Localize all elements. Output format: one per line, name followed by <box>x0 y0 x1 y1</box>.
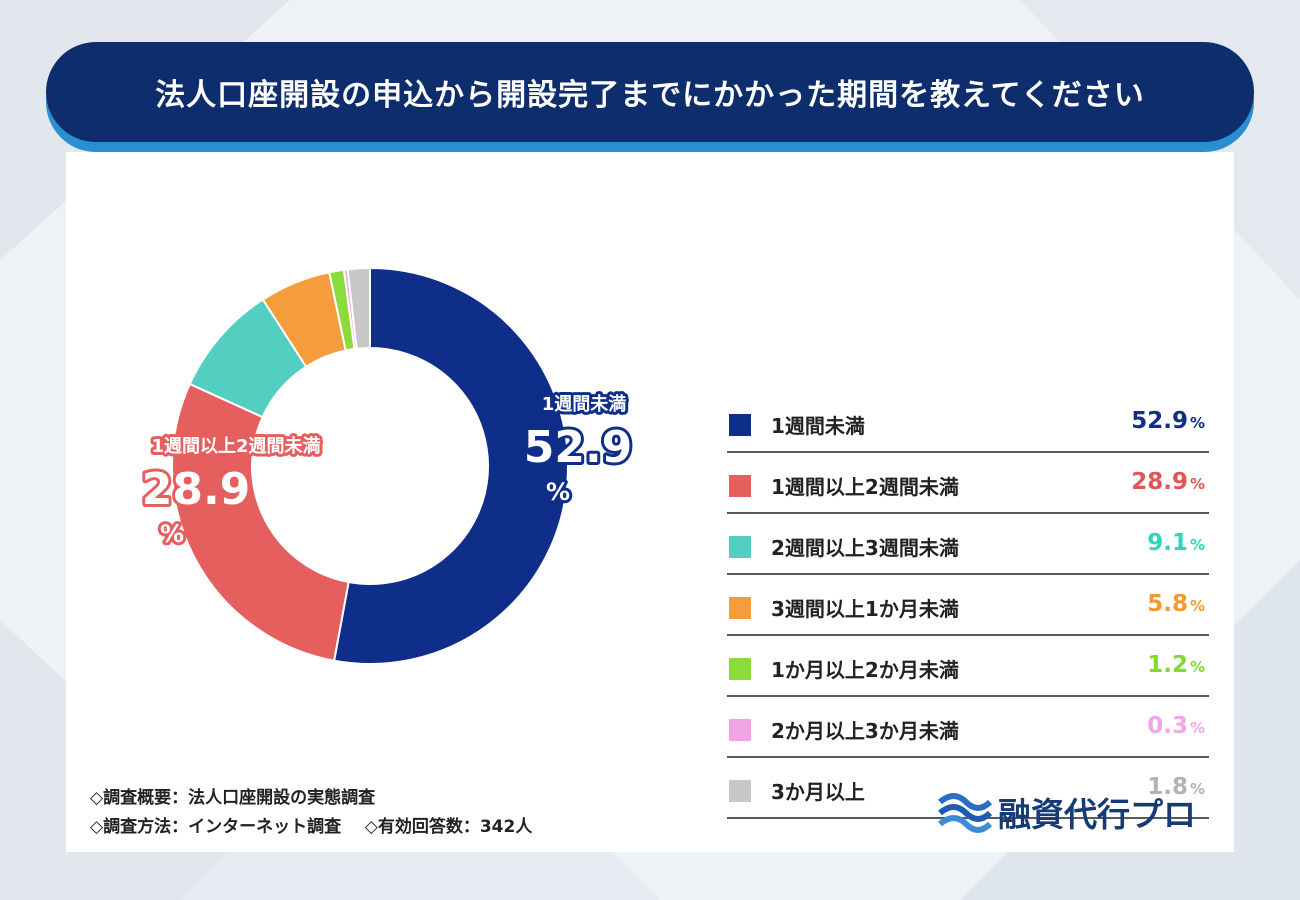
legend-label: 1週間未満 <box>771 414 865 438</box>
legend-swatch <box>729 780 751 802</box>
slice-value-2: 28.9 <box>142 464 251 515</box>
slice-unit-2: % <box>160 520 184 548</box>
legend-label: 1週間以上2週間未満 <box>771 475 959 499</box>
legend-value: 5.8% <box>1147 591 1205 617</box>
survey-method-note: ◇調査方法：インターネット調査 <box>90 817 342 837</box>
legend-row: 2週間以上3週間未満 9.1% <box>727 514 1209 575</box>
legend-label: 3週間以上1か月未満 <box>771 597 959 621</box>
donut-slice-1 <box>332 266 569 665</box>
legend-label: 3か月以上 <box>771 780 865 804</box>
legend-swatch <box>729 536 751 558</box>
legend-value: 0.3% <box>1147 713 1205 739</box>
legend-value-number: 1.2 <box>1147 652 1188 678</box>
legend-label: 1か月以上2か月未満 <box>771 658 959 682</box>
brand-name: 融資代行プロ <box>998 795 1196 834</box>
slice-value-1: 52.9 <box>524 422 633 473</box>
legend-value: 28.9% <box>1131 469 1205 495</box>
legend-swatch <box>729 719 751 741</box>
donut-slice-2 <box>171 382 350 662</box>
donut-slice-7 <box>346 266 371 350</box>
legend-value-unit: % <box>1189 780 1205 798</box>
legend-swatch <box>729 414 751 436</box>
legend-row: 3か月以上 1.8% <box>727 758 1209 819</box>
legend-value-number: 28.9 <box>1131 469 1188 495</box>
legend-label: 2か月以上3か月未満 <box>771 719 959 743</box>
slice-label-2: 1週間以上2週間未満 <box>151 435 320 457</box>
legend-value-number: 52.9 <box>1131 408 1188 434</box>
legend-swatch <box>729 475 751 497</box>
title-bar: 法人口座開設の申込から開設完了までにかかった期間を教えてください <box>46 42 1254 142</box>
legend-row: 2か月以上3か月未満 0.3% <box>727 697 1209 758</box>
slice-label-1: 1週間未満 <box>542 393 627 415</box>
survey-overview-note: ◇調査概要：法人口座開設の実態調査 <box>90 788 376 808</box>
legend-value-number: 1.8 <box>1147 774 1188 800</box>
legend: 1週間未満 52.9% 1週間以上2週間未満 28.9% 2週間以上3週間未満 9.1% 3… <box>727 392 1209 819</box>
legend-row: 1週間以上2週間未満 28.9% <box>727 453 1209 514</box>
legend-value: 9.1% <box>1147 530 1205 556</box>
legend-row: 3週間以上1か月未満 5.8% <box>727 575 1209 636</box>
legend-value: 1.2% <box>1147 652 1205 678</box>
legend-row: 1週間未満 52.9% <box>727 392 1209 453</box>
legend-value: 1.8% <box>1147 774 1205 800</box>
donut-chart: 1週間未満 52.9% 1週間以上2週間未満 28.9% <box>139 266 635 665</box>
legend-value: 52.9% <box>1131 408 1205 434</box>
legend-swatch <box>729 658 751 680</box>
legend-value-unit: % <box>1189 475 1205 493</box>
slice-unit-1: % <box>546 478 570 506</box>
brand-logo: 融資代行プロ <box>936 784 1216 834</box>
legend-value-unit: % <box>1189 536 1205 554</box>
legend-value-number: 0.3 <box>1147 713 1188 739</box>
chart-title: 法人口座開設の申込から開設完了までにかかった期間を教えてください <box>155 78 1145 113</box>
survey-notes: ◇調査概要：法人口座開設の実態調査 ◇調査方法：インターネット調査 ◇有効回答数… <box>90 784 532 842</box>
legend-value-unit: % <box>1189 414 1205 432</box>
legend-value-unit: % <box>1189 719 1205 737</box>
content-panel: 1週間未満 52.9% 1週間以上2週間未満 28.9% 1週間未満 52.9% 1週間以… <box>66 152 1234 852</box>
legend-swatch <box>729 597 751 619</box>
valid-responses-note: ◇有効回答数：342人 <box>364 817 533 837</box>
legend-value-number: 9.1 <box>1147 530 1188 556</box>
legend-value-unit: % <box>1189 597 1205 615</box>
legend-value-unit: % <box>1189 658 1205 676</box>
legend-row: 1か月以上2か月未満 1.2% <box>727 636 1209 697</box>
wave-logo-icon <box>938 793 992 833</box>
legend-label: 2週間以上3週間未満 <box>771 536 959 560</box>
legend-value-number: 5.8 <box>1147 591 1188 617</box>
